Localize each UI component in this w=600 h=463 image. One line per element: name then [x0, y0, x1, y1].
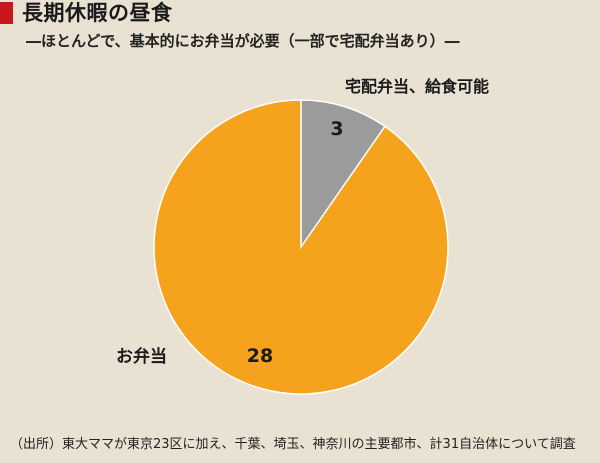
source-note: （出所）東大ママが東京23区に加え、千葉、埼玉、神奈川の主要都市、計31自治体に…: [10, 437, 576, 452]
slice-value-label-0: 3: [330, 118, 343, 140]
slice-category-label-1: お弁当: [116, 346, 167, 367]
title-bar: 長期休暇の昼食: [0, 0, 600, 30]
pie-slice-0: [300, 99, 387, 250]
title-accent-bar: [0, 2, 13, 24]
chart-subtitle: ―ほとんどで、基本的にお弁当が必要（一部で宅配弁当あり）―: [26, 32, 460, 50]
chart-title: 長期休暇の昼食: [22, 1, 173, 25]
pie-slice-1: [153, 99, 449, 395]
slice-value-label-1: 28: [247, 345, 273, 367]
slice-category-label-0: 宅配弁当、給食可能: [345, 77, 489, 96]
